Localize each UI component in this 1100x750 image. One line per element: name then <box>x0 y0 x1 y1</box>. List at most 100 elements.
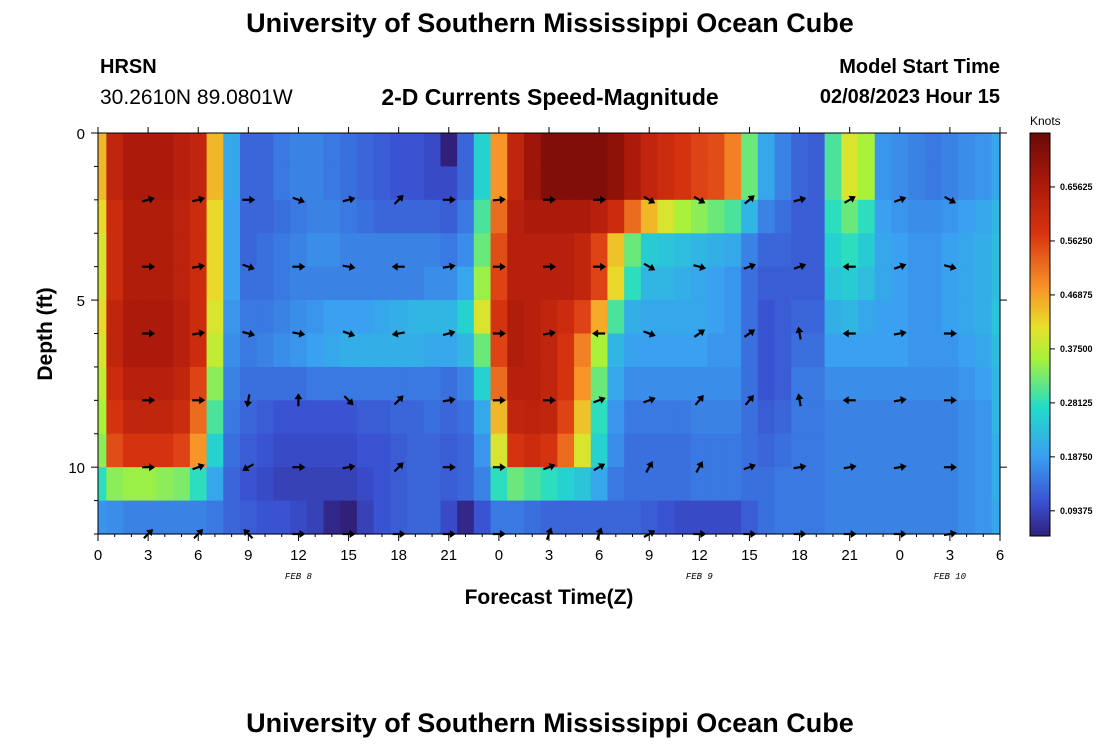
heatmap-cell <box>256 300 274 335</box>
heatmap-cell <box>807 300 826 335</box>
heatmap-cell <box>874 266 893 301</box>
heatmap-cell <box>340 333 358 368</box>
heatmap-cell <box>139 433 158 468</box>
heatmap-cell <box>123 500 141 535</box>
heatmap-cell <box>156 333 174 368</box>
heatmap-cell <box>173 166 191 201</box>
heatmap-cell <box>941 199 959 234</box>
current-arrow <box>242 329 256 338</box>
heatmap-cell <box>239 433 258 468</box>
heatmap-cell <box>340 366 358 401</box>
heatmap-cell <box>690 166 709 201</box>
heatmap-cell <box>256 199 274 234</box>
x-tick-label: 6 <box>595 547 603 564</box>
heatmap-cell <box>640 467 659 502</box>
heatmap-cell <box>98 500 107 535</box>
page-title: University of Southern Mississippi Ocean… <box>246 8 854 38</box>
station-coordinates: 30.2610N 89.0801W <box>100 86 293 109</box>
heatmap-cell <box>323 333 341 368</box>
heatmap-cell <box>874 333 893 368</box>
current-arrow <box>391 262 405 271</box>
current-arrow <box>442 463 456 472</box>
heatmap-cell <box>874 500 893 535</box>
heatmap-cell <box>724 166 742 201</box>
heatmap-cell <box>356 233 375 268</box>
heatmap-cell <box>807 500 826 535</box>
x-axis: 0 3 6 9 12 15 18 21 0 3 6 9 12 15 18 21 0 3 6 FEB 8 FEB 9 FEB… <box>94 127 1004 582</box>
current-arrows <box>142 194 957 541</box>
heatmap-cell <box>824 266 842 301</box>
heatmap-cell <box>173 500 191 535</box>
heatmap-cells <box>98 133 1001 535</box>
current-arrow <box>743 262 756 271</box>
heatmap-cell <box>590 133 609 168</box>
x-tick-label: 3 <box>545 547 553 564</box>
current-arrow <box>645 461 654 473</box>
current-arrow <box>743 329 756 338</box>
heatmap-cell <box>557 300 575 335</box>
heatmap-cell <box>356 199 375 234</box>
colorbar-gradient <box>1029 132 1051 537</box>
heatmap-cell <box>707 266 725 301</box>
heatmap-cell <box>189 166 208 201</box>
heatmap-cell <box>390 199 408 234</box>
heatmap-cell <box>624 133 642 168</box>
heatmap-cell <box>791 500 809 535</box>
heatmap-cell <box>189 133 208 168</box>
heatmap-cell <box>440 400 458 435</box>
heatmap-cell <box>824 366 842 401</box>
heatmap-cell <box>156 166 174 201</box>
heatmap-cell <box>774 500 792 535</box>
colorbar-tick-label: 0.37500 <box>1060 344 1093 354</box>
heatmap-cell <box>139 233 158 268</box>
heatmap-cell <box>457 500 475 535</box>
heatmap-cell <box>106 300 124 335</box>
heatmap-cell <box>991 400 1001 435</box>
heatmap-cell <box>590 400 609 435</box>
current-arrow <box>192 396 206 405</box>
heatmap-cell <box>607 433 625 468</box>
heatmap-cell <box>991 366 1001 401</box>
heatmap-cell <box>473 199 492 234</box>
heatmap-cell <box>741 400 759 435</box>
heatmap-cell <box>523 300 542 335</box>
current-arrow <box>793 195 807 204</box>
heatmap-cell <box>273 433 291 468</box>
heatmap-cell <box>340 166 358 201</box>
heatmap-cell <box>540 166 558 201</box>
heatmap-cell <box>974 366 993 401</box>
heatmap-cell <box>974 333 993 368</box>
heatmap-cell <box>707 199 725 234</box>
heatmap-cell <box>774 433 792 468</box>
heatmap-cell <box>523 366 542 401</box>
heatmap-cell <box>707 366 725 401</box>
heatmap-cell <box>557 133 575 168</box>
heatmap-cell <box>657 300 675 335</box>
current-arrow <box>643 330 656 338</box>
heatmap-cell <box>423 500 442 535</box>
heatmap-cell <box>490 333 508 368</box>
heatmap-cell <box>106 166 124 201</box>
current-arrow <box>595 527 604 541</box>
heatmap-cell <box>540 133 558 168</box>
heatmap-cell <box>741 467 759 502</box>
heatmap-cell <box>791 400 809 435</box>
heatmap-cell <box>824 333 842 368</box>
heatmap-cell <box>674 300 692 335</box>
heatmap-cell <box>774 400 792 435</box>
heatmap-cell <box>173 266 191 301</box>
heatmap-cell <box>674 366 692 401</box>
heatmap-cell <box>490 266 508 301</box>
heatmap-cell <box>974 300 993 335</box>
heatmap-cell <box>841 333 859 368</box>
heatmap-cell <box>423 266 442 301</box>
heatmap-cell <box>290 366 308 401</box>
heatmap-cell <box>624 433 642 468</box>
heatmap-cell <box>908 233 926 268</box>
x-tick-label: 6 <box>194 547 202 564</box>
heatmap-cell <box>924 400 943 435</box>
heatmap-cell <box>607 400 625 435</box>
heatmap-cell <box>273 300 291 335</box>
heatmap-cell <box>858 400 876 435</box>
heatmap-cell <box>624 400 642 435</box>
